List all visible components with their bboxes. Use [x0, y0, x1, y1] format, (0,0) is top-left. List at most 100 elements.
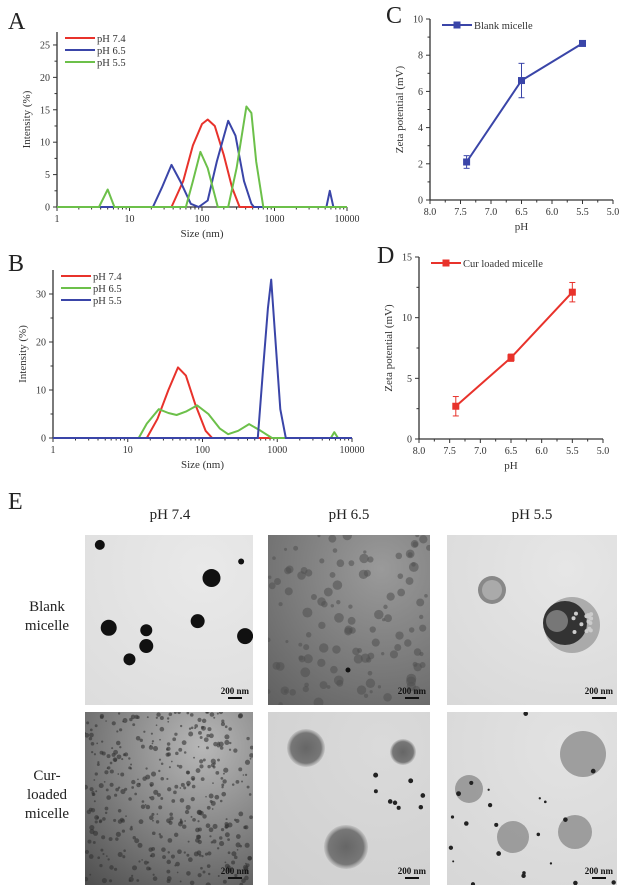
tem-image: 200 nm [85, 535, 253, 705]
y-tick-label: 25 [40, 40, 50, 51]
x-tick-label: 5.5 [576, 207, 589, 218]
y-tick-label: 2 [418, 159, 423, 170]
panel-label-a: A [8, 9, 26, 35]
y-tick-label: 20 [36, 338, 46, 349]
x-tick-label: 7.5 [443, 446, 456, 457]
series-line [455, 291, 574, 407]
data-point [568, 288, 576, 296]
x-tick-label: 10000 [335, 214, 360, 225]
y-tick-label: 15 [40, 105, 50, 116]
legend-label: pH 5.5 [97, 58, 126, 69]
x-tick-label: 10000 [340, 445, 365, 456]
y-tick-label: 10 [402, 313, 412, 324]
column-header-ph65: pH 6.5 [328, 507, 370, 523]
x-tick-label: 8.0 [413, 446, 426, 457]
legend-label: Blank micelle [474, 21, 533, 32]
tem-image: 200 nm [447, 535, 617, 705]
data-point [579, 39, 586, 47]
y-tick-label: 4 [418, 123, 423, 134]
y-tick-label: 0 [45, 203, 50, 214]
x-axis-label: pH [504, 460, 518, 472]
x-axis-label: Size (nm) [180, 228, 223, 240]
x-tick-label: 5.0 [607, 207, 620, 218]
legend-label: pH 7.4 [97, 34, 126, 45]
x-tick-label: 10 [125, 214, 135, 225]
scale-bar-label: 200 nm [220, 866, 249, 876]
column-header-ph55: pH 5.5 [511, 507, 553, 523]
series-line [53, 366, 352, 439]
y-axis-label: Zeta potential (mV) [383, 304, 395, 392]
y-tick-label: 10 [36, 386, 46, 397]
x-tick-label: 8.0 [424, 207, 437, 218]
x-tick-label: 6.0 [535, 446, 548, 457]
chart-b: 1 10 100 1000 10000 0 10 20 30 Size (nm) Intensity… [17, 270, 365, 471]
scale-bar-line [404, 697, 419, 699]
series-line [465, 42, 584, 163]
x-tick-label: 5.5 [566, 446, 579, 457]
chart-d: 8.0 7.5 7.0 6.5 6.0 5.5 5.0 0 5 10 15 pH Zeta potent… [383, 253, 609, 473]
tem-image: 200 nm [85, 712, 253, 885]
scale-bar: 200 nm [585, 686, 613, 699]
y-tick-label: 0 [41, 434, 46, 445]
series-line [57, 105, 347, 208]
panel-label-c: C [386, 3, 403, 29]
x-tick-label: 7.0 [474, 446, 487, 457]
scale-bar-line [591, 877, 606, 879]
series-line [57, 119, 347, 208]
x-tick-label: 6.5 [515, 207, 528, 218]
y-tick-label: 30 [36, 290, 46, 301]
x-tick-label: 6.0 [546, 207, 559, 218]
legend-label: Cur loaded micelle [463, 259, 543, 270]
y-tick-label: 5 [45, 170, 50, 181]
y-axis-label: Intensity (%) [21, 90, 33, 148]
scale-bar-line [227, 877, 242, 879]
scale-bar-label: 200 nm [584, 866, 613, 876]
scale-bar-label: 200 nm [397, 686, 426, 696]
x-tick-label: 7.5 [454, 207, 467, 218]
chart-c: 8.0 7.5 7.0 6.5 6.0 5.5 5.0 0 2 4 6 8 10 pH Zeta poten… [394, 15, 619, 234]
data-point [518, 77, 525, 85]
scale-bar: 200 nm [398, 686, 426, 699]
x-axis-label: Size (nm) [181, 459, 224, 471]
x-tick-label: 100 [195, 214, 210, 225]
legend-label: pH 5.5 [93, 296, 122, 307]
scale-bar: 200 nm [221, 866, 249, 879]
x-tick-label: 5.0 [597, 446, 610, 457]
x-tick-label: 1 [55, 214, 60, 225]
y-axis-label: Zeta potential (mV) [394, 65, 406, 153]
x-tick-label: 7.0 [485, 207, 498, 218]
scale-bar: 200 nm [221, 686, 249, 699]
y-tick-label: 20 [40, 73, 50, 84]
chart-a: 1 10 100 1000 10000 0 5 10 15 20 25 Size (nm) Intens… [21, 32, 360, 240]
y-axis-label: Intensity (%) [17, 325, 29, 383]
y-tick-label: 10 [40, 138, 50, 149]
legend-label: pH 7.4 [93, 272, 122, 283]
scale-bar-label: 200 nm [584, 686, 613, 696]
legend-label: pH 6.5 [93, 284, 122, 295]
y-tick-label: 10 [413, 15, 423, 26]
legend-label: pH 6.5 [97, 46, 126, 57]
y-tick-label: 6 [418, 87, 423, 98]
x-tick-label: 6.5 [505, 446, 518, 457]
data-point [463, 158, 471, 166]
legend-marker [453, 21, 461, 29]
row-label-cur-loaded: Cur- loaded micelle [24, 768, 70, 822]
legend-marker [442, 259, 450, 267]
x-tick-label: 1000 [267, 445, 287, 456]
scale-bar-label: 200 nm [397, 866, 426, 876]
scale-bar-line [404, 877, 419, 879]
scale-bar: 200 nm [585, 866, 613, 879]
x-tick-label: 100 [195, 445, 210, 456]
panel-label-b: B [8, 251, 25, 277]
x-tick-label: 1000 [265, 214, 285, 225]
series-line [53, 278, 352, 439]
scale-bar-line [591, 697, 606, 699]
y-tick-label: 0 [407, 435, 412, 446]
tem-image: 200 nm [268, 535, 430, 705]
x-tick-label: 1 [51, 445, 56, 456]
x-tick-label: 10 [123, 445, 133, 456]
y-tick-label: 0 [418, 196, 423, 207]
x-axis-label: pH [515, 221, 529, 233]
panel-label-d: D [377, 243, 395, 269]
